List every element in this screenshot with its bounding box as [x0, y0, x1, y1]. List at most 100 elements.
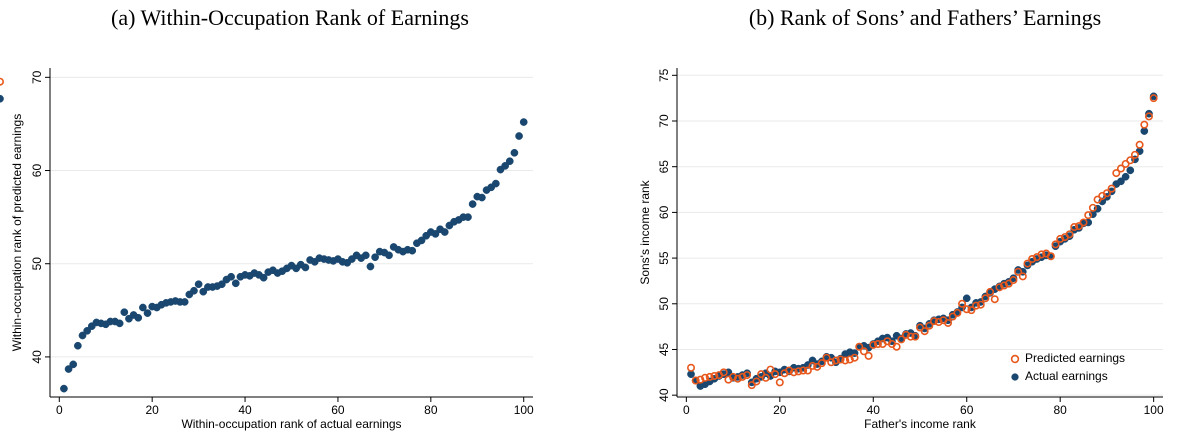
point [962, 294, 971, 303]
point [972, 301, 981, 310]
point [1149, 94, 1158, 103]
point [120, 308, 129, 317]
point [841, 356, 850, 365]
point [371, 253, 379, 262]
y-axis-label: Sons's income rank [638, 179, 652, 284]
point [199, 287, 208, 296]
x-tick-label: 80 [1054, 403, 1068, 417]
point [827, 358, 836, 367]
point [1000, 281, 1009, 290]
point [1126, 156, 1135, 165]
point [696, 375, 705, 384]
point [1107, 184, 1116, 193]
x-tick-label: 40 [238, 403, 252, 417]
point [0, 94, 4, 103]
point [691, 376, 700, 385]
point [1084, 211, 1093, 220]
point [925, 321, 934, 330]
point [501, 162, 509, 170]
point [799, 366, 808, 375]
point [408, 246, 417, 255]
point [231, 279, 240, 288]
point [134, 313, 143, 322]
point [1028, 255, 1037, 264]
point [1056, 234, 1065, 243]
point [1014, 267, 1023, 276]
point [864, 351, 873, 360]
x-tick-label: 60 [960, 403, 974, 417]
x-tick-label: 0 [56, 403, 63, 417]
point [1046, 252, 1055, 261]
point [859, 347, 868, 356]
point [1051, 242, 1060, 251]
point [366, 262, 375, 271]
point [519, 118, 528, 126]
point [911, 332, 920, 341]
y-axis-label: Within-occupation rank of predicted earn… [10, 114, 24, 351]
point [259, 273, 268, 282]
y-tick-label: 60 [657, 205, 671, 219]
point [510, 148, 519, 157]
y-tick-label: 45 [657, 342, 671, 356]
legend-label: Predicted earnings [1025, 351, 1125, 365]
point [953, 308, 962, 317]
point [464, 213, 472, 221]
point [64, 365, 73, 373]
point [69, 360, 78, 369]
chart-title: (a) Within-Occupation Rank of Earnings [111, 5, 469, 30]
point [227, 272, 235, 281]
point [803, 366, 812, 375]
point [906, 332, 915, 341]
point [845, 355, 854, 364]
x-tick-label: 40 [867, 403, 881, 417]
point [817, 359, 826, 368]
point [83, 326, 92, 335]
point [738, 372, 747, 381]
point [78, 331, 87, 340]
point [934, 318, 943, 327]
point [855, 342, 864, 351]
point [962, 305, 971, 314]
x-tick-label: 20 [145, 403, 159, 417]
y-tick-label: 65 [657, 160, 671, 174]
point [1135, 140, 1144, 149]
point [515, 132, 523, 140]
legend-marker [1010, 354, 1020, 364]
point [967, 306, 976, 315]
point [1018, 272, 1027, 281]
point [752, 377, 761, 386]
chart-title: (b) Rank of Sons’ and Fathers’ Earnings [749, 5, 1101, 30]
point [385, 251, 393, 260]
x-tick-label: 80 [424, 403, 438, 417]
point [1088, 203, 1097, 212]
point [143, 309, 152, 317]
y-tick-label: 75 [657, 68, 671, 82]
point [986, 287, 995, 296]
point [687, 363, 696, 372]
point [831, 356, 840, 365]
point [995, 283, 1004, 292]
point [1130, 150, 1139, 159]
point [981, 294, 990, 303]
point [1023, 259, 1032, 268]
x-axis-label: Father's income rank [864, 417, 977, 431]
point [301, 263, 310, 272]
point [115, 319, 124, 328]
point [1149, 92, 1158, 101]
point [217, 280, 226, 289]
y-tick-label: 70 [30, 70, 44, 84]
point [440, 228, 449, 236]
point [1102, 189, 1111, 198]
point [361, 251, 370, 260]
point [139, 303, 147, 312]
y-tick-label: 60 [30, 164, 44, 178]
point [1070, 223, 1079, 232]
point [789, 368, 798, 377]
x-tick-label: 60 [331, 403, 345, 417]
point [719, 368, 728, 377]
point [766, 365, 775, 374]
point [901, 330, 910, 339]
y-tick-label: 40 [657, 388, 671, 402]
x-axis-label: Within-occupation rank of actual earning… [181, 417, 401, 431]
